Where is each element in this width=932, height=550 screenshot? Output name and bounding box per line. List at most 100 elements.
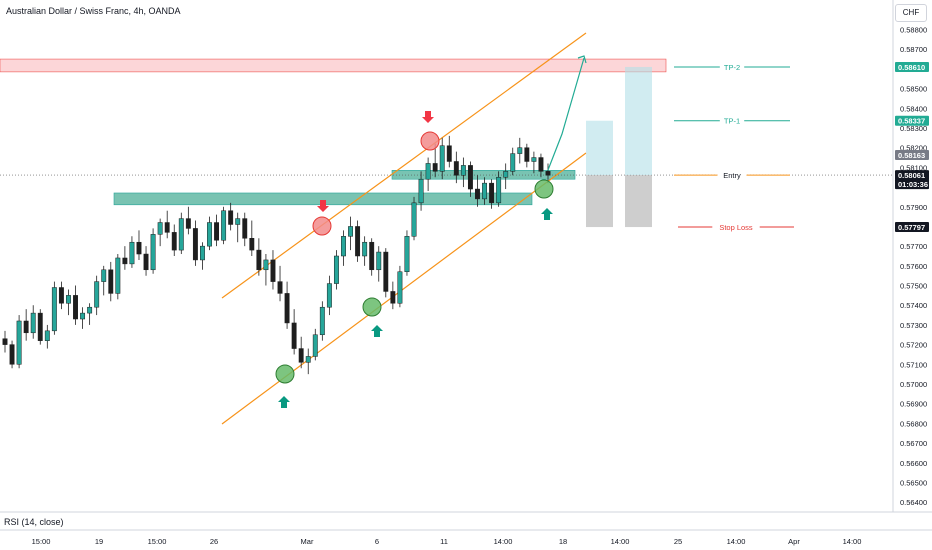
candle-body — [143, 253, 149, 271]
price-axis: 0.58800 0.58700 0.58500 0.58400 0.58300 0.582… — [892, 0, 929, 512]
candle-body — [446, 145, 452, 162]
candle-body — [348, 226, 353, 237]
candle-body — [80, 312, 86, 320]
candle-body — [482, 182, 487, 200]
candle-body — [503, 171, 509, 178]
candle-body — [411, 202, 417, 237]
candle-body — [171, 232, 177, 251]
price-tick-label: 0.57700 — [900, 242, 927, 251]
candle-body — [44, 330, 50, 341]
candle-body — [531, 157, 537, 162]
time-tick-label: 15:00 — [148, 537, 167, 546]
price-tick-label: 0.56600 — [900, 459, 927, 468]
candle-body — [305, 356, 311, 363]
candle-body — [319, 306, 325, 336]
tp1-target-box — [586, 120, 613, 176]
signal-circle — [420, 131, 440, 151]
candle-body — [30, 312, 36, 334]
time-tick-label: 19 — [95, 537, 103, 546]
candle-body — [460, 165, 466, 176]
price-tick-label: 0.58400 — [900, 104, 927, 113]
zone-resistance — [0, 58, 667, 73]
candle-body — [207, 222, 212, 247]
price-label: 01:03:36 — [898, 180, 928, 189]
chart-title: Australian Dollar / Swiss Franc, 4h, OAN… — [6, 6, 181, 16]
tp1-stop-box — [586, 175, 613, 228]
level-label: TP-2 — [724, 63, 740, 72]
candle-body — [390, 291, 396, 304]
candle-body — [178, 218, 184, 251]
candle-body — [284, 293, 290, 324]
candle-body — [122, 257, 128, 265]
time-tick-label: 14:00 — [727, 537, 746, 546]
price-tick-label: 0.57900 — [900, 203, 927, 212]
candle-body — [136, 241, 142, 255]
candle-body — [425, 163, 431, 180]
signal-circle — [534, 179, 554, 199]
candle-body — [214, 222, 220, 241]
price-label-bg — [895, 149, 929, 160]
price-tick-label: 0.58100 — [900, 163, 927, 172]
candle-body — [37, 312, 43, 341]
price-tick-label: 0.57300 — [900, 321, 927, 330]
currency-button[interactable]: CHF — [895, 4, 927, 22]
signal-circle — [362, 297, 382, 317]
candle-body — [185, 218, 191, 229]
candle-body — [16, 320, 22, 365]
candle-body — [510, 153, 516, 172]
candles-layer — [2, 135, 551, 375]
candle-body — [228, 210, 234, 225]
time-tick-label: 18 — [559, 537, 567, 546]
price-label: 0.57797 — [898, 223, 925, 232]
candle-body — [115, 257, 121, 294]
candle-body — [157, 222, 163, 235]
candle-body — [326, 283, 332, 308]
price-tick-label: 0.57100 — [900, 360, 927, 369]
candle-body — [263, 259, 269, 271]
candle-body — [418, 178, 424, 204]
level-label: Stop Loss — [719, 223, 753, 232]
candle-body — [9, 344, 15, 365]
candle-body — [66, 295, 71, 304]
candle-body — [376, 251, 382, 271]
price-tick-label: 0.56800 — [900, 419, 927, 428]
candle-body — [87, 306, 93, 314]
price-label-bg — [895, 222, 929, 233]
candle-body — [73, 295, 78, 320]
candle-body — [192, 228, 198, 261]
price-tick-label: 0.58200 — [900, 144, 927, 153]
price-tick-label: 0.56700 — [900, 439, 927, 448]
candle-body — [524, 147, 530, 162]
level-label-bg — [719, 115, 745, 126]
candle-body — [489, 182, 495, 204]
candle-body — [355, 226, 361, 257]
candle-body — [200, 245, 205, 261]
price-tick-label: 0.58500 — [900, 85, 927, 94]
price-tick-label: 0.57500 — [900, 282, 927, 291]
candle-body — [150, 234, 156, 271]
time-tick-label: 14:00 — [611, 537, 630, 546]
level-label-bg — [719, 61, 745, 72]
candle-body — [538, 157, 544, 172]
candle-body — [221, 210, 227, 241]
price-label-bg — [895, 179, 929, 190]
price-tick-label: 0.58700 — [900, 45, 927, 54]
price-tick-label: 0.56500 — [900, 478, 927, 487]
candle-body — [51, 287, 57, 332]
candle-body — [362, 241, 368, 257]
candle-body — [277, 281, 283, 294]
candle-body — [58, 287, 64, 304]
candle-body — [475, 188, 480, 200]
level-label: Entry — [723, 171, 741, 180]
price-tick-label: 0.57400 — [900, 301, 927, 310]
price-tick-label: 0.56400 — [900, 498, 927, 507]
candle-body — [235, 218, 241, 225]
level-label-bg — [717, 170, 747, 181]
candle-body — [298, 348, 304, 363]
projection-line — [547, 57, 585, 171]
price-label-bg — [895, 115, 929, 126]
arrow-down-icon — [422, 111, 434, 123]
candle-body — [517, 147, 523, 154]
candle-body — [496, 176, 502, 204]
